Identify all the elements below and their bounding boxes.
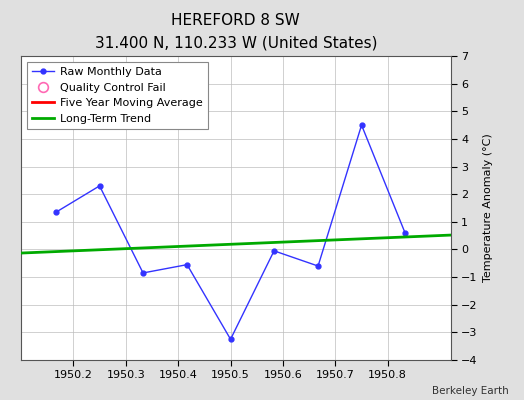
Raw Monthly Data (184, 262, 190, 267)
Raw Monthly Data (140, 270, 146, 275)
Raw Monthly Data (227, 337, 234, 342)
Raw Monthly Data (315, 264, 321, 268)
Raw Monthly Data (271, 248, 277, 253)
Raw Monthly Data (53, 210, 59, 214)
Raw Monthly Data (402, 230, 408, 235)
Text: Berkeley Earth: Berkeley Earth (432, 386, 508, 396)
Title: HEREFORD 8 SW
31.400 N, 110.233 W (United States): HEREFORD 8 SW 31.400 N, 110.233 W (Unite… (94, 14, 377, 51)
Legend: Raw Monthly Data, Quality Control Fail, Five Year Moving Average, Long-Term Tren: Raw Monthly Data, Quality Control Fail, … (27, 62, 208, 129)
Line: Raw Monthly Data: Raw Monthly Data (53, 123, 408, 342)
Y-axis label: Temperature Anomaly (°C): Temperature Anomaly (°C) (483, 134, 493, 282)
Raw Monthly Data (96, 184, 103, 188)
Raw Monthly Data (358, 123, 365, 128)
